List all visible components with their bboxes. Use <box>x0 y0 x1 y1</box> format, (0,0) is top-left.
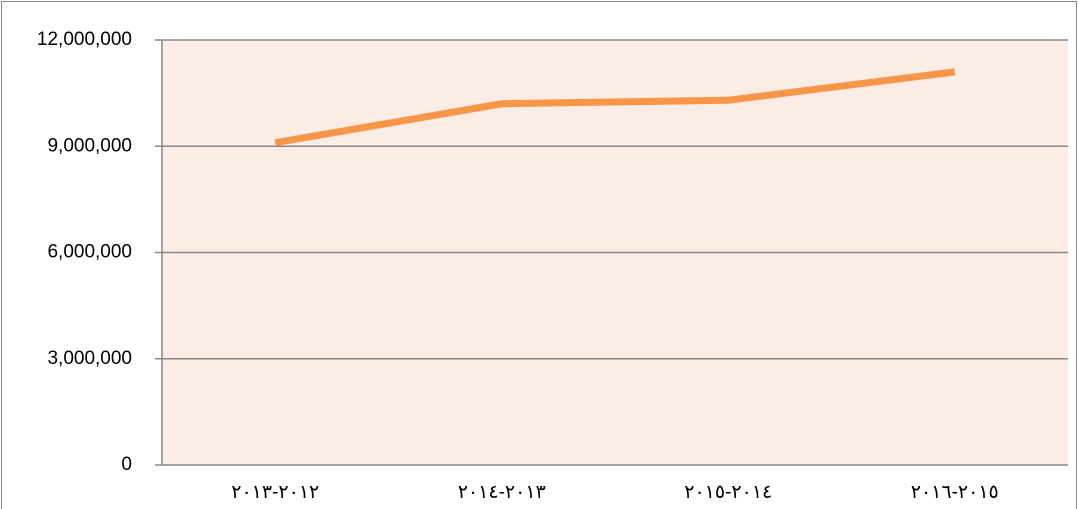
y-tick-label: 9,000,000 <box>47 135 132 156</box>
x-tick-label: ٢٠١٦-٢٠١٥ <box>911 482 999 503</box>
x-tick-label: ٢٠١٥-٢٠١٤ <box>684 482 772 503</box>
y-tick-label: 3,000,000 <box>47 348 132 369</box>
y-tick-label: 0 <box>121 454 132 475</box>
y-tick-label: 12,000,000 <box>37 29 132 50</box>
x-tick-label: ٢٠١٣-٢٠١٢ <box>231 482 319 503</box>
x-tick-label: ٢٠١٤-٢٠١٣ <box>458 482 546 503</box>
data-line <box>274 68 956 147</box>
y-tick-label: 6,000,000 <box>47 242 132 263</box>
